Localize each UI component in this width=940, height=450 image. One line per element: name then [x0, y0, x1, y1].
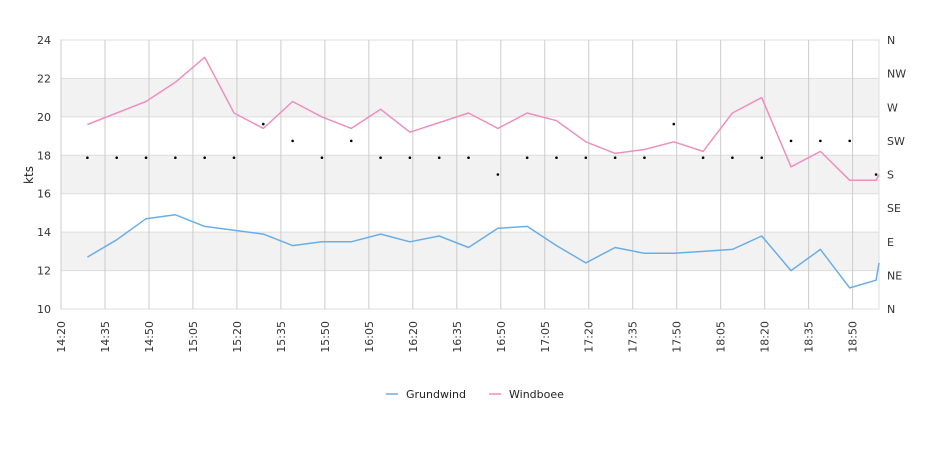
x-axis: 14:20 14:35 14:50 15:05 15:20 15:35 15:50 16:05… [55, 321, 860, 353]
y-tick-label: 12 [37, 265, 51, 278]
series-lines [87, 56, 880, 289]
direction-point [349, 139, 353, 143]
x-tick-label: 17:50 [671, 321, 684, 353]
y-tick-label: 10 [37, 303, 51, 316]
direction-point [584, 156, 588, 159]
direction-point [643, 156, 646, 159]
direction-point [320, 156, 324, 159]
direction-tick-label: W [887, 101, 898, 114]
band [61, 40, 879, 79]
legend-label: Windboee [509, 388, 564, 401]
y-tick-label: 16 [37, 188, 51, 201]
y-axis-title: kts [22, 166, 36, 184]
direction-point [789, 139, 793, 143]
direction-tick-label: NW [887, 68, 906, 81]
x-tick-label: 18:05 [715, 321, 728, 353]
direction-point [672, 122, 676, 126]
direction-point [701, 156, 705, 159]
x-tick-label: 17:05 [539, 321, 552, 353]
direction-tick-label: N [887, 303, 895, 316]
x-tick-label: 16:20 [407, 321, 420, 353]
grid-lines [60, 39, 879, 310]
direction-point [525, 156, 529, 159]
series-line-grundwind [87, 214, 880, 289]
direction-point [437, 156, 441, 159]
x-tick-label: 16:50 [495, 321, 508, 353]
direction-axis: N NE E SE S SW W NW N [887, 34, 906, 316]
direction-point [291, 139, 294, 143]
direction-point [731, 156, 734, 159]
x-tick-label: 17:20 [583, 321, 596, 353]
y-tick-label: 20 [37, 111, 51, 124]
band [61, 232, 879, 271]
x-tick-label: 15:35 [275, 321, 288, 353]
direction-markers [86, 122, 878, 176]
x-tick-label: 16:05 [363, 321, 376, 353]
x-tick-label: 15:50 [319, 321, 332, 353]
direction-point [874, 173, 878, 176]
y-tick-label: 14 [37, 226, 51, 239]
direction-point [819, 139, 822, 143]
x-tick-label: 18:35 [803, 321, 816, 353]
direction-point [467, 156, 470, 159]
direction-point [144, 156, 148, 159]
direction-point [848, 139, 851, 143]
background-bands [60, 39, 880, 310]
direction-point [174, 156, 177, 159]
direction-point [86, 156, 89, 159]
direction-point [496, 173, 500, 176]
y-tick-label: 24 [37, 34, 51, 47]
band [61, 78, 879, 117]
y-tick-label: 22 [37, 72, 51, 85]
x-tick-label: 15:05 [187, 321, 200, 353]
direction-point [408, 156, 412, 159]
direction-point [232, 156, 236, 159]
direction-tick-label: SE [887, 202, 901, 215]
x-tick-label: 15:20 [231, 321, 244, 353]
direction-tick-label: SW [887, 135, 905, 148]
band [61, 193, 879, 233]
direction-point [203, 156, 206, 159]
x-tick-label: 16:35 [451, 321, 464, 353]
series-line-windboee [87, 56, 880, 182]
direction-point [262, 122, 265, 126]
y-axis: 10 12 14 16 18 20 22 24 [37, 34, 51, 316]
legend-label: Grundwind [406, 388, 466, 401]
direction-tick-label: E [887, 236, 894, 249]
band [61, 116, 879, 156]
band [61, 155, 879, 194]
legend: Grundwind Windboee [386, 388, 564, 401]
direction-tick-label: S [887, 169, 894, 182]
direction-point [555, 156, 558, 159]
direction-point [115, 156, 119, 159]
x-tick-label: 14:20 [55, 321, 68, 353]
x-tick-label: 14:35 [99, 321, 112, 353]
direction-point [613, 156, 617, 159]
band [61, 270, 879, 309]
x-tick-label: 17:35 [627, 321, 640, 353]
x-tick-label: 18:20 [759, 321, 772, 353]
direction-tick-label: NE [887, 269, 902, 282]
x-tick-label: 14:50 [143, 321, 156, 353]
direction-tick-label: N [887, 34, 895, 47]
direction-point [760, 156, 764, 159]
x-tick-label: 18:50 [847, 321, 860, 353]
y-tick-label: 18 [37, 149, 51, 162]
direction-point [379, 156, 382, 159]
